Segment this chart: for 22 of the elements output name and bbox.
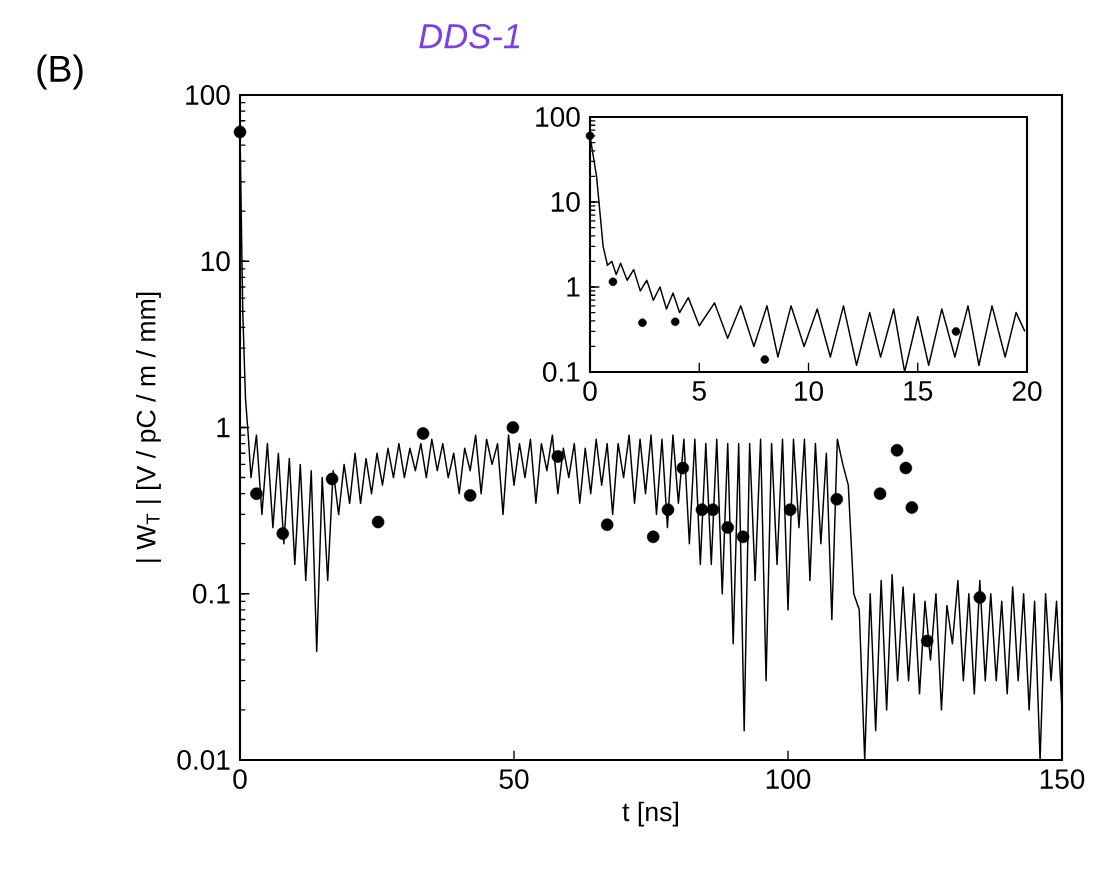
x-tick-label: 0 xyxy=(233,769,247,789)
y-tick-label: 100 xyxy=(186,85,230,105)
x-tick-label: 150 xyxy=(1040,769,1085,789)
y-axis-title: | W$_{T}$ | [V / pC / m / mm] xyxy=(136,292,161,562)
y-tick-label: 0.1 xyxy=(543,362,580,382)
y-tick-label: 1 xyxy=(567,277,580,297)
y-tick-label: 0.01 xyxy=(177,750,230,770)
x-tick-label: 15 xyxy=(904,381,933,401)
y-tick-label: 10 xyxy=(201,251,230,272)
x-tick-label: 0 xyxy=(583,381,597,401)
text: (B) xyxy=(37,54,83,90)
x-tick-label: 20 xyxy=(1012,381,1042,401)
x-axis-title: t [ns] xyxy=(622,801,678,827)
y-tick-label: 10 xyxy=(551,192,580,212)
y-tick-label: 1 xyxy=(217,417,230,438)
x-tick-label: 100 xyxy=(766,769,811,789)
x-tick-label: 10 xyxy=(795,381,823,401)
chart-title: DDS-1 xyxy=(419,23,520,49)
x-tick-label: 5 xyxy=(692,381,706,401)
y-tick-label: 0.1 xyxy=(193,583,230,604)
y-tick-label: 100 xyxy=(536,107,580,127)
x-tick-label: 50 xyxy=(499,769,529,789)
